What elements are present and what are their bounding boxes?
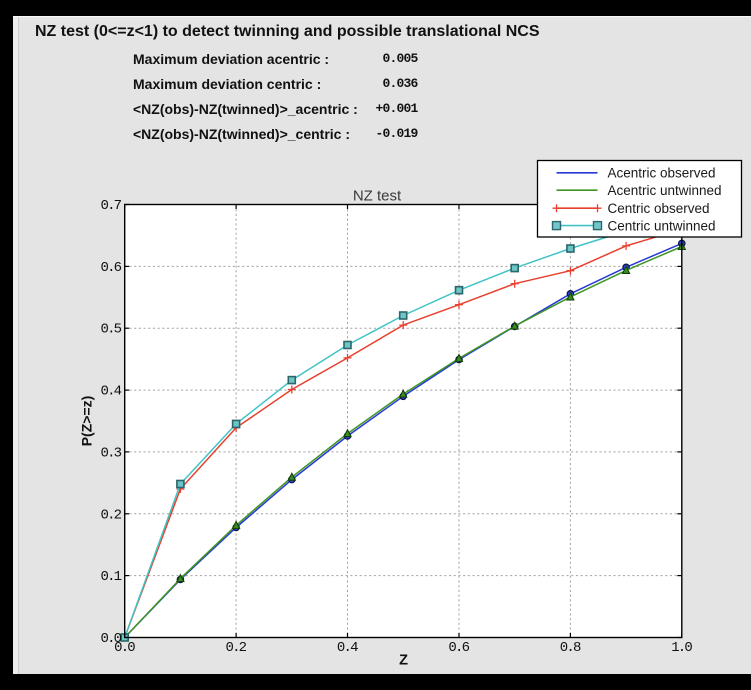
svg-text:0.0: 0.0 — [100, 631, 121, 647]
svg-text:0.4: 0.4 — [100, 384, 121, 400]
svg-text:0.7: 0.7 — [100, 198, 121, 214]
svg-text:Centric untwinned: Centric untwinned — [608, 218, 716, 233]
svg-text:0.2: 0.2 — [100, 507, 121, 523]
svg-text:0.4: 0.4 — [337, 640, 358, 656]
svg-text:NZ test: NZ test — [353, 188, 402, 205]
svg-text:0.5: 0.5 — [100, 322, 121, 338]
svg-text:0.8: 0.8 — [560, 640, 581, 656]
svg-text:Z: Z — [399, 653, 408, 669]
svg-text:0.3: 0.3 — [100, 445, 121, 461]
svg-text:0.0: 0.0 — [114, 640, 135, 656]
svg-text:P(Z>=z): P(Z>=z) — [79, 396, 95, 447]
svg-text:Centric observed: Centric observed — [608, 201, 710, 216]
svg-text:Acentric untwinned: Acentric untwinned — [608, 183, 722, 198]
svg-text:0.1: 0.1 — [100, 569, 121, 585]
svg-text:0.6: 0.6 — [100, 260, 121, 276]
svg-text:Acentric observed: Acentric observed — [608, 166, 716, 181]
svg-text:0.2: 0.2 — [225, 640, 246, 656]
svg-text:1.0: 1.0 — [671, 640, 692, 656]
svg-text:0.6: 0.6 — [448, 640, 469, 656]
